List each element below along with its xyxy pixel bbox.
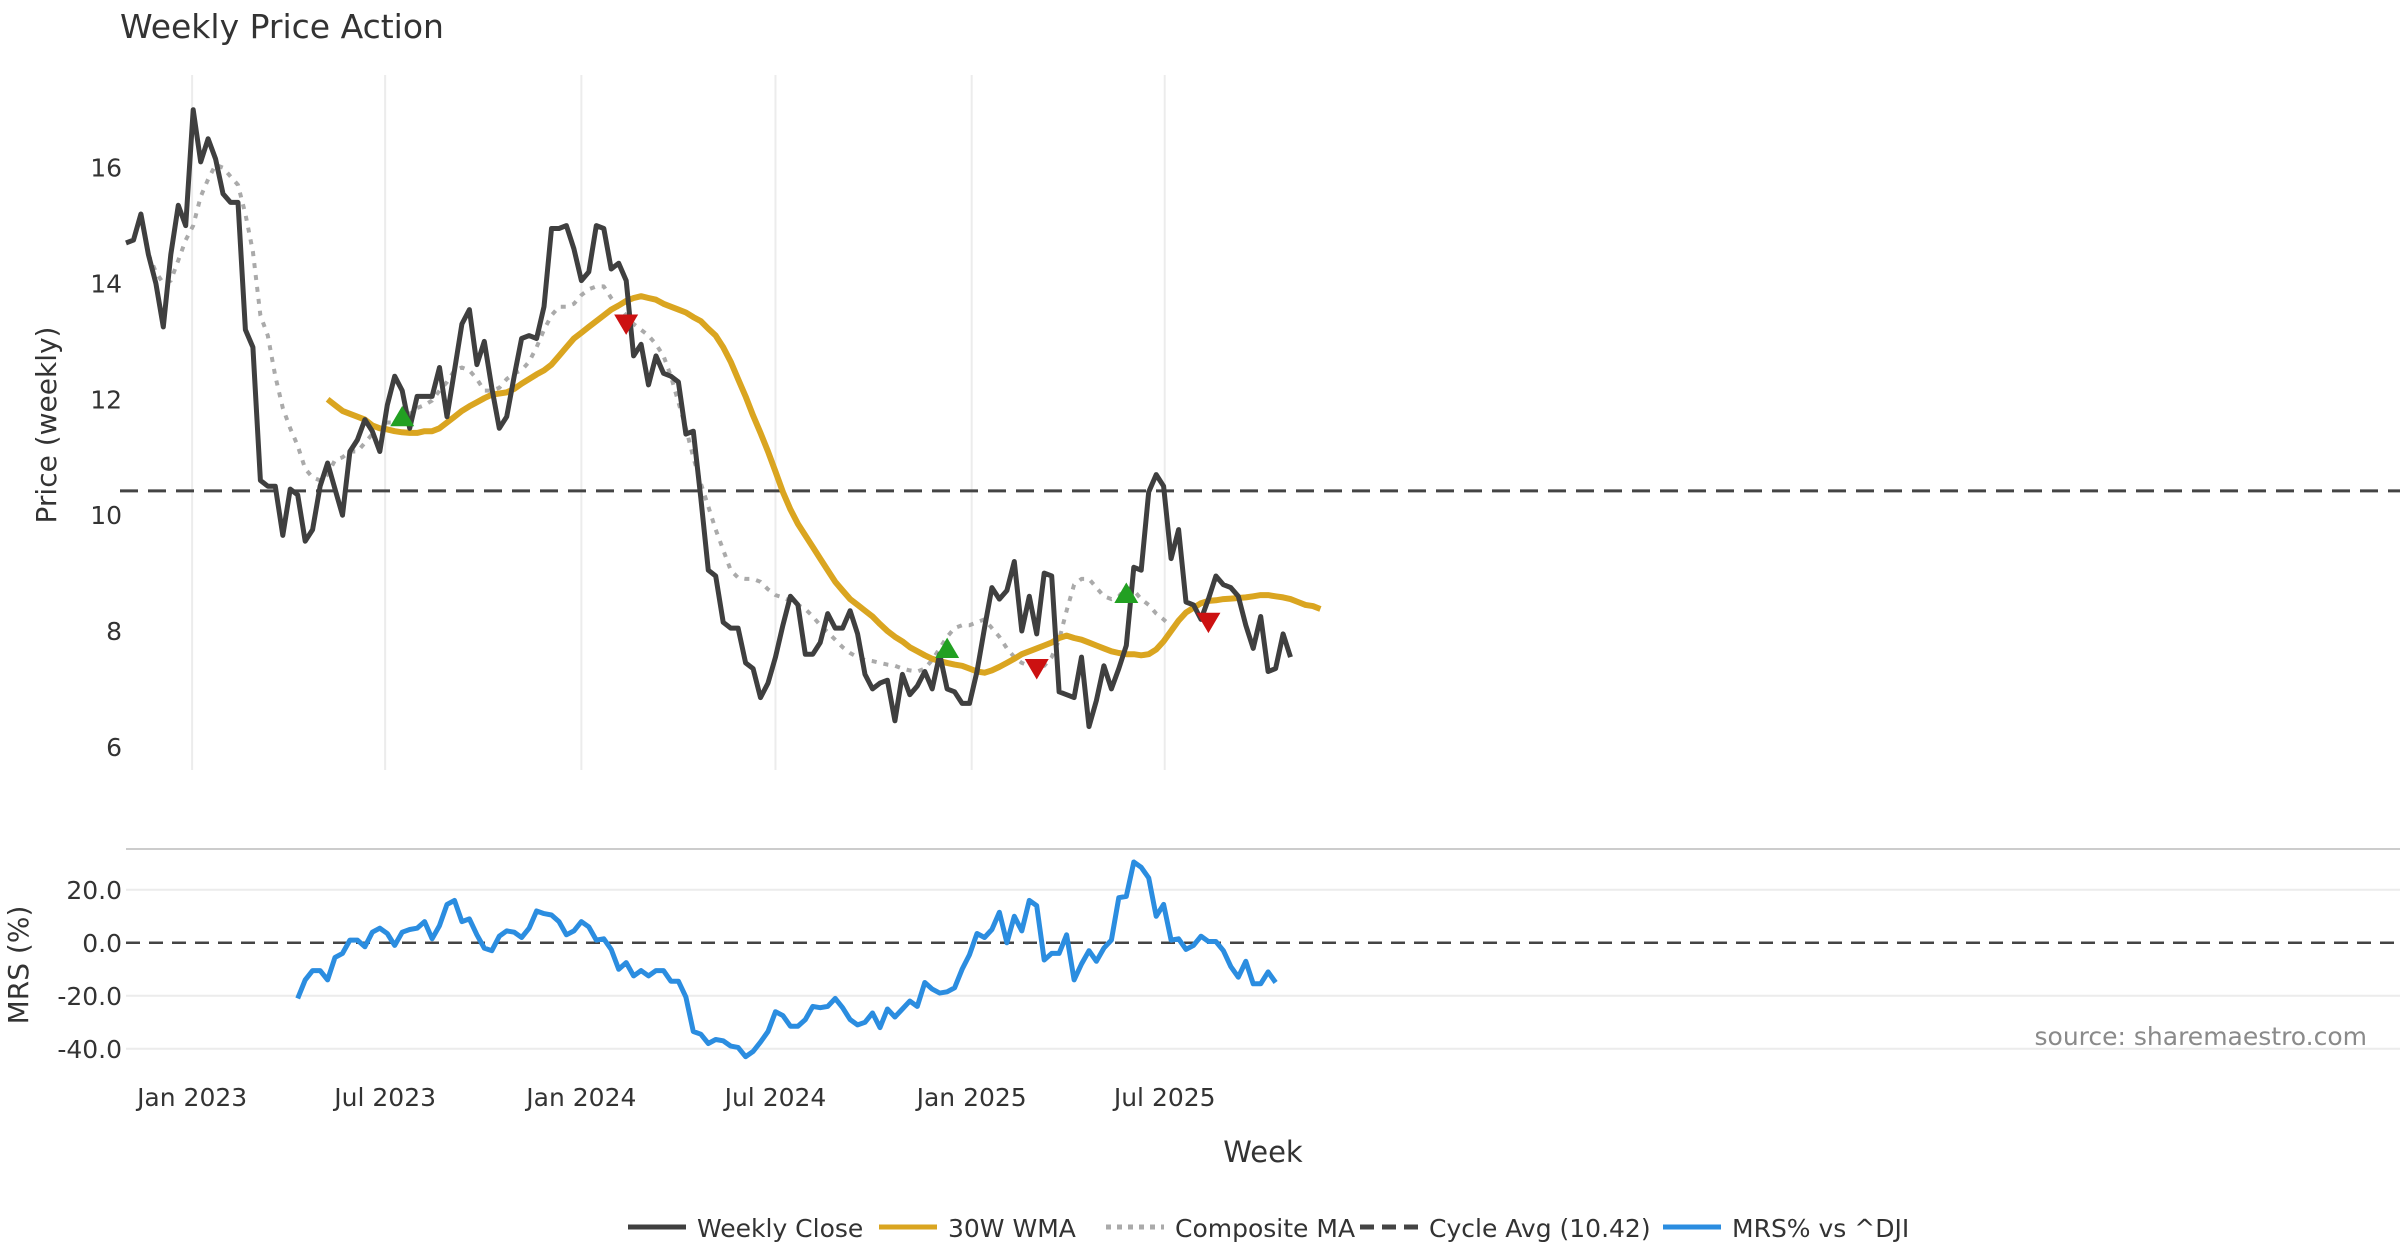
x-tick-label: Jul 2023 xyxy=(332,1083,436,1112)
legend-label: 30W WMA xyxy=(948,1214,1076,1243)
mrs-y-tick-label: 0.0 xyxy=(82,929,122,958)
legend-label: Weekly Close xyxy=(697,1214,863,1243)
price-y-tick-label: 16 xyxy=(90,154,122,183)
price-y-tick-label: 10 xyxy=(90,501,122,530)
x-tick-label: Jul 2025 xyxy=(1112,1083,1216,1112)
mrs-y-tick-label: -40.0 xyxy=(57,1035,122,1064)
price-panel: 6 8 10 12 14 16 Price (weekly) xyxy=(30,75,2400,770)
series-composite-ma xyxy=(146,162,1173,674)
mrs-y-axis-label: MRS (%) xyxy=(2,906,35,1025)
legend-label: MRS% vs ^DJI xyxy=(1732,1214,1909,1243)
sell-signal-marker xyxy=(1024,659,1049,680)
price-gridlines xyxy=(191,75,1166,770)
sell-signal-marker xyxy=(1196,612,1221,634)
x-ticks: Jan 2023 Jul 2023 Jan 2024 Jul 2024 Jan 2025… xyxy=(135,1083,1216,1112)
x-axis-label: Week xyxy=(1223,1135,1303,1169)
price-y-tick-label: 6 xyxy=(106,733,122,762)
legend-label: Composite MA xyxy=(1175,1214,1355,1243)
price-y-tick-label: 12 xyxy=(90,385,122,414)
mrs-y-tick-label: 20.0 xyxy=(66,876,122,905)
price-y-axis-label: Price (weekly) xyxy=(30,327,63,524)
chart-title: Weekly Price Action xyxy=(120,7,444,46)
sell-signal-marker xyxy=(614,314,639,335)
signal-markers xyxy=(390,314,1221,680)
legend: Weekly Close 30W WMA Composite MA Cycle Avg… xyxy=(628,1214,1909,1243)
mrs-panel: -40.0 -20.0 0.0 20.0 MRS (%) source: sharem… xyxy=(2,859,2400,1064)
buy-signal-marker xyxy=(935,637,960,658)
series-weekly-close xyxy=(125,107,1293,730)
price-y-tick-label: 14 xyxy=(90,270,122,299)
x-tick-label: Jul 2024 xyxy=(723,1083,827,1112)
price-y-ticks: 6 8 10 12 14 16 xyxy=(90,154,122,762)
series-mrs xyxy=(295,859,1278,1060)
x-tick-label: Jan 2024 xyxy=(524,1083,636,1112)
legend-label: Cycle Avg (10.42) xyxy=(1429,1214,1651,1243)
source-note: source: sharemaestro.com xyxy=(2035,1022,2368,1051)
mrs-y-tick-label: -20.0 xyxy=(57,982,122,1011)
buy-signal-marker xyxy=(1114,582,1139,603)
mrs-y-ticks: -40.0 -20.0 0.0 20.0 xyxy=(57,876,122,1064)
buy-signal-marker xyxy=(390,405,415,427)
x-tick-label: Jan 2025 xyxy=(915,1083,1027,1112)
mrs-gridlines xyxy=(126,888,2400,1050)
price-y-tick-label: 8 xyxy=(106,617,122,646)
x-tick-label: Jan 2023 xyxy=(135,1083,247,1112)
